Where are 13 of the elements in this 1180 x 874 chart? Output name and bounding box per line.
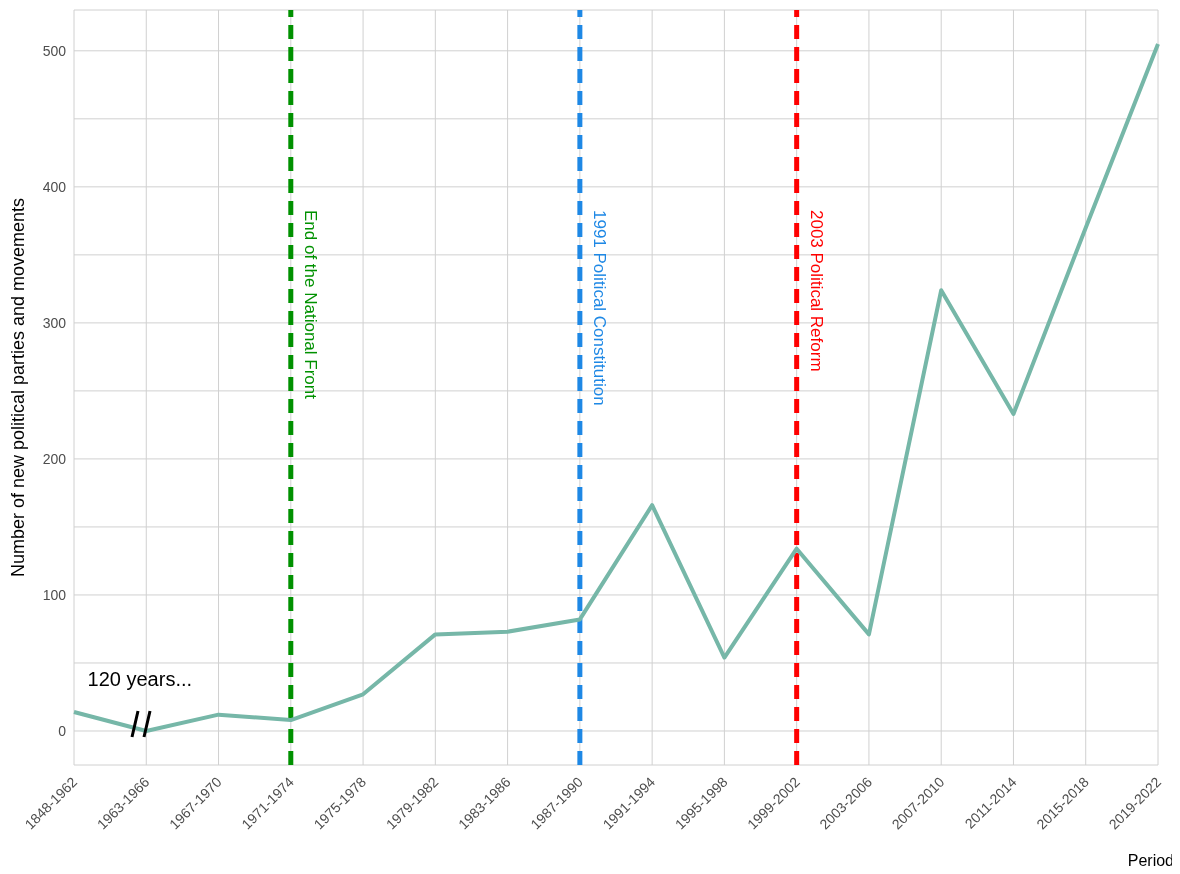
ref-line-label: 1991 Political Constitution — [589, 210, 609, 406]
y-tick-label: 200 — [42, 450, 67, 467]
y-axis-title: Number of new political parties and movements — [8, 197, 28, 578]
annotation: 120 years... — [87, 667, 193, 691]
y-tick-label: 100 — [42, 586, 67, 603]
y-tick-label: 400 — [42, 178, 67, 195]
y-tick-label: 0 — [58, 722, 67, 739]
ref-line-label: 2003 Political Reform — [806, 210, 826, 372]
ref-line-label: End of the National Front — [300, 210, 320, 400]
y-tick-label: 500 — [42, 42, 67, 59]
x-axis-title: Period — [1127, 852, 1174, 869]
line-series — [72, 42, 1160, 733]
y-tick-label: 300 — [42, 314, 67, 331]
